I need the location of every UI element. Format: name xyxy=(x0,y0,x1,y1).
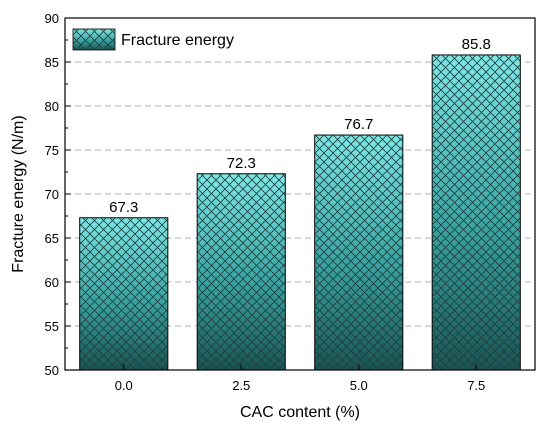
legend-entry-fracture-energy: Fracture energy xyxy=(121,32,234,49)
y-tick-label-4: 70 xyxy=(45,187,59,202)
y-tick-label-3: 65 xyxy=(45,231,59,246)
bar-hatch-2 xyxy=(314,135,403,370)
y-tick-label-1: 55 xyxy=(45,319,59,334)
y-tick-label-2: 60 xyxy=(45,275,59,290)
data-label-2: 76.7 xyxy=(344,116,373,133)
legend-swatch-hatch xyxy=(73,29,115,50)
axis-ticks: 50 55 60 65 70 75 80 85 90 0.0 2.5 5.0 7.5 xyxy=(45,11,486,393)
y-axis-title: Fracture energy (N/m) xyxy=(10,115,27,272)
x-tick-label-2: 5.0 xyxy=(350,378,368,393)
data-label-1: 72.3 xyxy=(227,155,256,172)
y-tick-label-0: 50 xyxy=(45,363,59,378)
x-tick-label-3: 7.5 xyxy=(467,378,485,393)
data-labels: 67.3 72.3 76.7 85.8 xyxy=(109,36,491,216)
x-tick-label-0: 0.0 xyxy=(115,378,133,393)
data-label-0: 67.3 xyxy=(109,199,138,216)
y-tick-label-8: 90 xyxy=(45,11,59,26)
bar-hatch-1 xyxy=(197,173,286,370)
x-axis-title: CAC content (%) xyxy=(240,404,360,421)
legend: Fracture energy xyxy=(72,28,234,51)
data-label-3: 85.8 xyxy=(462,36,491,53)
bar-hatch-0 xyxy=(79,217,168,370)
y-tick-label-6: 80 xyxy=(45,99,59,114)
y-tick-label-5: 75 xyxy=(45,143,59,158)
bar-hatch-3 xyxy=(432,54,521,371)
bars xyxy=(79,54,521,371)
y-tick-label-7: 85 xyxy=(45,55,59,70)
x-tick-label-1: 2.5 xyxy=(232,378,250,393)
